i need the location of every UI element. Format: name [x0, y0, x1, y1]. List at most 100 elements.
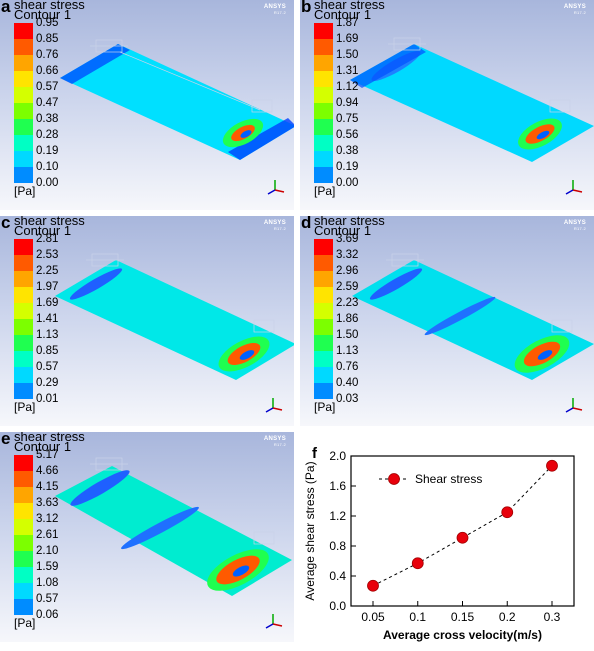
flow-channel-plot: [350, 37, 594, 162]
colorbar-segment: [314, 383, 333, 399]
colorbar-tick-label: 0.57: [36, 593, 59, 605]
colorbar-segment: [14, 583, 33, 599]
colorbar-tick-label: 1.08: [36, 577, 59, 589]
y-tick-label: 1.6: [329, 479, 346, 493]
colorbar-segment: [14, 119, 33, 135]
colorbar-segment: [14, 551, 33, 567]
colorbar-segment: [314, 319, 333, 335]
colorbar-tick-label: 0.38: [36, 113, 59, 125]
colorbar-tick-label: 0.76: [336, 361, 359, 373]
data-point: [546, 459, 558, 472]
colorbar-segment: [314, 335, 333, 351]
colorbar-segment: [314, 367, 333, 383]
legend-subtitle: Contour 1: [314, 223, 372, 238]
colorbar-tick-label: 3.12: [36, 513, 59, 525]
x-tick-label: 0.05: [361, 610, 385, 624]
colorbar-tick-label: 0.66: [36, 65, 59, 77]
ansys-logo: ANSYS R17.2: [263, 436, 286, 447]
legend-title: shear stress: [14, 432, 85, 444]
colorbar-segment: [14, 471, 33, 487]
colorbar-tick-label: 0.57: [36, 361, 59, 373]
colorbar-tick-label: 0.94: [336, 97, 359, 109]
panel-label: e: [1, 432, 11, 448]
colorbar: [14, 23, 33, 183]
colorbar-tick-label: 1.31: [336, 65, 359, 77]
series-line: [372, 465, 553, 587]
y-tick-label: 2.0: [329, 449, 346, 463]
flow-channel-plot: [60, 39, 294, 160]
colorbar-segment: [14, 599, 33, 615]
colorbar-tick-label: 0.03: [336, 393, 359, 405]
legend-subtitle: Contour 1: [14, 223, 72, 238]
x-tick-label: 0.1: [409, 610, 426, 624]
legend-title: shear stress: [314, 216, 385, 228]
colorbar-segment: [14, 487, 33, 503]
colorbar-tick-label: 4.66: [36, 465, 59, 477]
axis-triad-icon: [565, 398, 583, 413]
ansys-logo: ANSYS R17.2: [263, 4, 286, 15]
unit-label: [Pa]: [14, 184, 36, 198]
shear-stress-chart: 0.00.40.81.21.62.00.05 0.1 0.15 0.2 0.3Avera…: [303, 445, 575, 642]
colorbar-segment: [14, 255, 33, 271]
colorbar-tick-label: 1.86: [336, 313, 359, 325]
colorbar-segment: [14, 55, 33, 71]
colorbar-segment: [14, 335, 33, 351]
axis-triad-icon: [265, 614, 283, 629]
legend-title: shear stress: [14, 0, 85, 12]
legend-subtitle: Contour 1: [14, 7, 72, 22]
colorbar-segment: [14, 567, 33, 583]
y-tick-label: 1.2: [329, 509, 346, 523]
ansys-logo: ANSYS R17.2: [263, 220, 286, 231]
colorbar-tick-label: 1.13: [36, 329, 59, 341]
colorbar-segment: [14, 351, 33, 367]
axis-triad-icon: [265, 398, 283, 413]
colorbar-tick-label: 1.59: [36, 561, 59, 573]
colorbar-tick-label: 0.19: [36, 145, 59, 157]
panel-label: f: [312, 445, 318, 462]
colorbar-segment: [314, 119, 333, 135]
y-tick-label: 0.4: [329, 569, 346, 583]
colorbar-segment: [314, 87, 333, 103]
legend-marker: [388, 473, 400, 485]
data-point: [501, 506, 514, 519]
colorbar-tick-label: 0.47: [36, 97, 59, 109]
contour-panel-b: b shear stress Contour 1 [Pa] ANSYS R17.2…: [300, 0, 594, 210]
colorbar: [314, 239, 333, 399]
colorbar-tick-label: 2.53: [36, 249, 59, 261]
colorbar-segment: [314, 303, 333, 319]
colorbar-tick-label: 1.87: [336, 17, 359, 29]
colorbar-segment: [14, 71, 33, 87]
panel-label: a: [1, 0, 11, 16]
colorbar-tick-label: 1.69: [36, 297, 59, 309]
colorbar-segment: [14, 239, 33, 255]
colorbar-tick-label: 3.69: [336, 233, 359, 245]
y-tick-label: 0.8: [329, 539, 346, 553]
colorbar-segment: [314, 55, 333, 71]
colorbar-tick-label: 0.28: [36, 129, 59, 141]
unit-label: [Pa]: [14, 400, 36, 414]
flow-channel-plot: [55, 253, 294, 380]
colorbar-segment: [314, 351, 333, 367]
legend-subtitle: Contour 1: [14, 439, 72, 454]
colorbar-segment: [314, 287, 333, 303]
flow-channel-plot: [55, 457, 292, 596]
chart-panel-f: 0.0 0.4 0.8 1.2 1.6 2.0 0.05 0.1 0.15 0.2 0.3 Avera…: [296, 436, 594, 646]
colorbar-segment: [14, 455, 33, 471]
colorbar-segment: [14, 103, 33, 119]
contour-panel-c: c shear stress Contour 1 [Pa] ANSYS R17.2…: [0, 216, 294, 426]
colorbar-tick-label: 0.85: [36, 33, 59, 45]
colorbar-tick-label: 0.40: [336, 377, 359, 389]
colorbar: [314, 23, 333, 183]
colorbar-segment: [14, 271, 33, 287]
colorbar-tick-label: 1.97: [36, 281, 59, 293]
legend-title: shear stress: [314, 0, 385, 12]
colorbar-tick-label: 4.15: [36, 481, 59, 493]
colorbar-segment: [14, 367, 33, 383]
colorbar-tick-label: 0.56: [336, 129, 359, 141]
colorbar-segment: [314, 135, 333, 151]
colorbar-segment: [14, 303, 33, 319]
contour-panel-a: a shear stress Contour 1 [Pa] ANSYS R17.2…: [0, 0, 294, 210]
colorbar-segment: [314, 239, 333, 255]
colorbar-segment: [14, 135, 33, 151]
colorbar-segment: [314, 23, 333, 39]
